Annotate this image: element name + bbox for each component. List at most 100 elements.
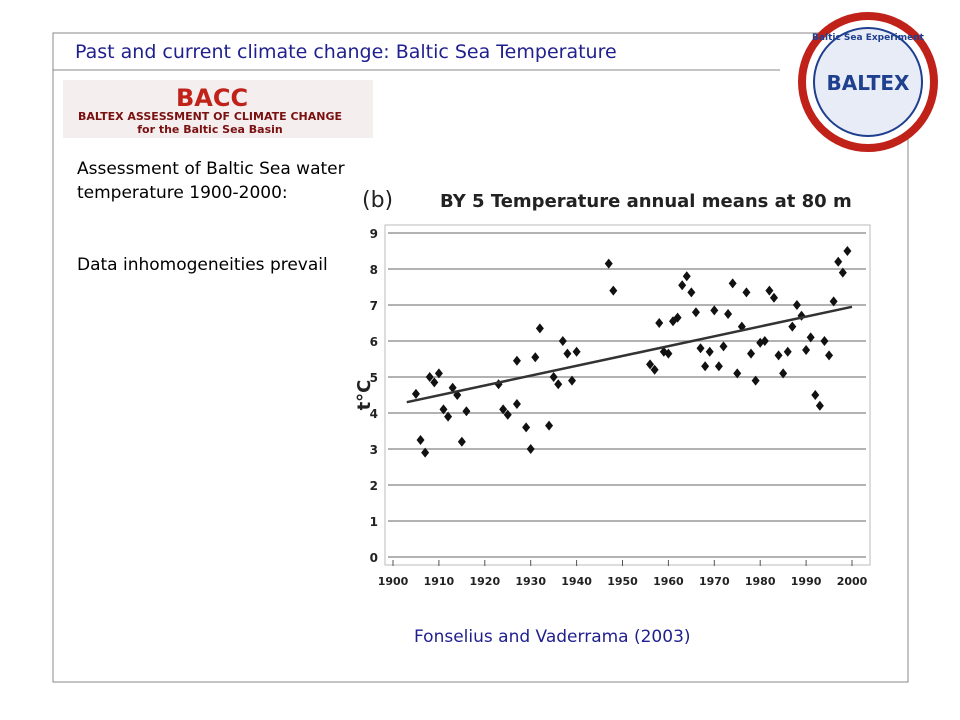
y-tick-label: 6 bbox=[370, 335, 378, 349]
data-point bbox=[512, 355, 521, 366]
data-point bbox=[448, 382, 457, 393]
data-point bbox=[769, 292, 778, 303]
data-point bbox=[802, 345, 811, 355]
data-point bbox=[696, 343, 705, 354]
data-point bbox=[678, 280, 687, 291]
data-point bbox=[535, 323, 544, 334]
citation: Fonselius and Vaderrama (2003) bbox=[414, 627, 691, 647]
bacc-logo: BACC BALTEX ASSESSMENT OF CLIMATE CHANGE… bbox=[63, 80, 373, 138]
data-point bbox=[792, 300, 801, 310]
data-point bbox=[646, 359, 655, 370]
baltex-logo: Baltic Sea Experiment BALTEX bbox=[798, 12, 938, 152]
y-tick-label: 8 bbox=[370, 263, 378, 277]
trend-line bbox=[406, 305, 853, 404]
y-tick-label: 3 bbox=[370, 443, 378, 457]
data-point bbox=[719, 341, 728, 352]
bullet: Assessment of Baltic Sea water temperatu… bbox=[77, 159, 345, 203]
data-point bbox=[545, 420, 554, 431]
data-point bbox=[650, 364, 659, 375]
bacc-name: BACC bbox=[176, 84, 248, 112]
y-tick-label: 9 bbox=[370, 227, 378, 241]
data-point bbox=[664, 348, 673, 359]
slide-frame bbox=[52, 32, 909, 683]
chart: (b) BY 5 Temperature annual means at 80 … bbox=[354, 188, 871, 588]
data-point bbox=[751, 375, 760, 386]
x-tick-label: 1970 bbox=[699, 575, 730, 588]
data-point bbox=[728, 278, 737, 289]
x-tick-label: 1910 bbox=[424, 575, 455, 588]
bullet: Data inhomogeneities prevail bbox=[77, 255, 328, 275]
y-tick-label: 5 bbox=[370, 371, 378, 385]
data-point bbox=[462, 406, 471, 417]
data-point bbox=[815, 400, 824, 411]
data-point bbox=[526, 444, 535, 454]
data-point bbox=[503, 409, 512, 420]
data-point bbox=[609, 285, 618, 296]
data-point bbox=[457, 436, 466, 447]
data-point bbox=[568, 375, 577, 386]
slide-title: Past and current climate change: Baltic … bbox=[75, 41, 617, 63]
x-tick-label: 1990 bbox=[791, 575, 822, 588]
data-point bbox=[512, 399, 521, 409]
data-point bbox=[811, 390, 820, 400]
data-point bbox=[806, 332, 815, 343]
y-tick-label: 1 bbox=[370, 515, 378, 529]
data-point bbox=[843, 246, 852, 256]
data-point bbox=[783, 346, 792, 357]
y-tick-label: 2 bbox=[370, 479, 378, 493]
data-point bbox=[522, 422, 531, 433]
plot-frame bbox=[384, 224, 871, 566]
bacc-line1: BALTEX ASSESSMENT OF CLIMATE CHANGE bbox=[78, 110, 342, 123]
data-point bbox=[774, 350, 783, 361]
data-point bbox=[604, 258, 613, 269]
logo-inner bbox=[813, 27, 923, 137]
data-point bbox=[788, 321, 797, 332]
data-point bbox=[705, 346, 714, 357]
x-tick-label: 1900 bbox=[378, 575, 409, 588]
data-point bbox=[765, 285, 774, 296]
data-point bbox=[779, 368, 788, 379]
data-point bbox=[558, 336, 567, 346]
x-tick-label: 1940 bbox=[561, 575, 592, 588]
x-tick-label: 2000 bbox=[837, 575, 868, 588]
data-point bbox=[439, 404, 448, 415]
data-point bbox=[434, 368, 443, 379]
data-point bbox=[554, 379, 563, 390]
y-tick-label: 4 bbox=[370, 407, 378, 421]
data-point bbox=[411, 388, 420, 399]
data-point bbox=[747, 348, 756, 359]
logo-ring-text: Baltic Sea Experiment bbox=[812, 33, 925, 43]
data-point bbox=[820, 336, 829, 346]
x-tick-label: 1950 bbox=[607, 575, 638, 588]
logo-name: BALTEX bbox=[827, 71, 910, 95]
data-point bbox=[549, 372, 558, 382]
data-point bbox=[421, 447, 430, 458]
data-point bbox=[425, 372, 434, 382]
data-point bbox=[572, 346, 581, 357]
bacc-bg bbox=[63, 80, 373, 138]
data-point bbox=[701, 361, 710, 372]
x-tick-label: 1980 bbox=[745, 575, 776, 588]
data-point bbox=[655, 318, 664, 328]
data-point bbox=[416, 435, 425, 445]
x-tick-label: 1960 bbox=[653, 575, 684, 588]
x-tick-label: 1930 bbox=[515, 575, 546, 588]
bacc-line2: for the Baltic Sea Basin bbox=[137, 123, 283, 136]
data-point bbox=[499, 404, 508, 415]
data-point bbox=[834, 256, 843, 267]
data-point bbox=[682, 271, 691, 282]
data-point bbox=[733, 368, 742, 379]
data-point bbox=[444, 411, 453, 422]
data-point bbox=[531, 352, 540, 363]
data-point bbox=[742, 287, 751, 298]
data-point bbox=[687, 287, 696, 298]
data-point bbox=[714, 361, 723, 372]
data-point bbox=[825, 350, 834, 361]
data-point bbox=[724, 309, 733, 319]
y-tick-label: 0 bbox=[370, 551, 378, 565]
chart-title: BY 5 Temperature annual means at 80 m bbox=[440, 191, 852, 212]
data-point bbox=[673, 312, 682, 323]
y-tick-label: 7 bbox=[370, 299, 378, 313]
